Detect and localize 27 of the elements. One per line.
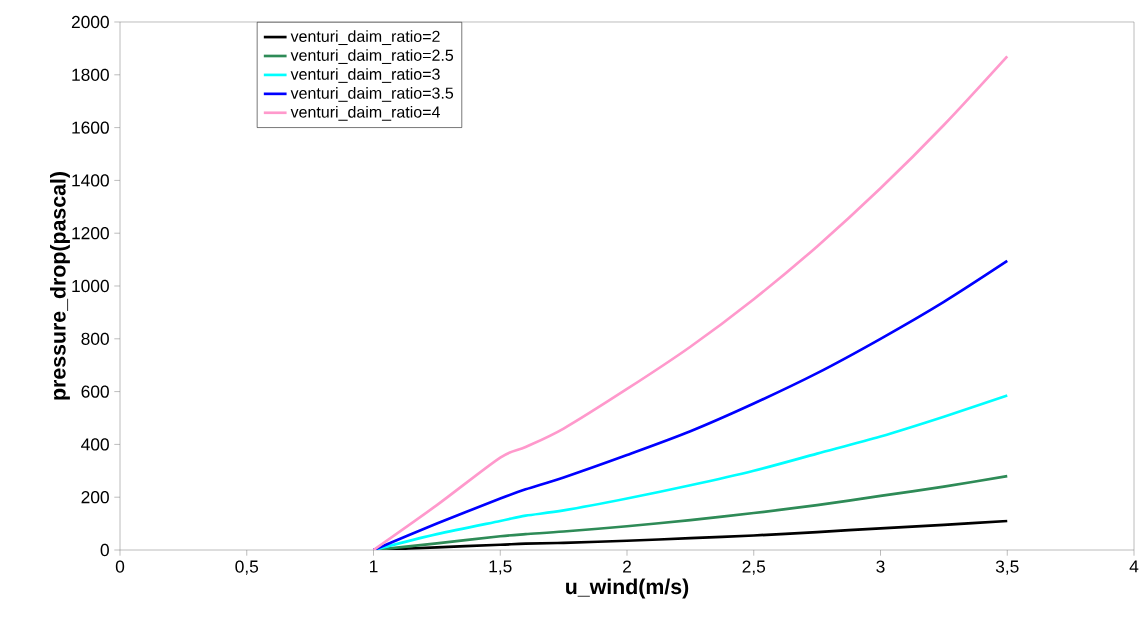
legend-label: venturi_daim_ratio=2 xyxy=(290,30,440,46)
y-tick-label: 1400 xyxy=(72,174,109,187)
x-tick-label: 4 xyxy=(1129,560,1139,573)
y-tick-label: 800 xyxy=(81,332,109,345)
y-tick-label: 200 xyxy=(81,491,109,504)
y-tick-label: 1000 xyxy=(72,279,109,293)
x-tick-label: 2 xyxy=(623,560,631,573)
y-tick-label: 0 xyxy=(100,543,109,557)
y-tick-label: 400 xyxy=(81,438,109,451)
x-tick-label: 2,5 xyxy=(742,560,766,575)
legend-label: venturi_daim_ratio=2.5 xyxy=(290,49,454,64)
x-tick-label: 3,5 xyxy=(995,560,1019,575)
x-tick-label: 1,5 xyxy=(489,560,512,575)
x-tick-label: 1 xyxy=(370,560,378,573)
y-tick-label: 2000 xyxy=(71,15,109,29)
y-axis-title: pressure_drop(pascal) xyxy=(50,172,70,400)
x-tick-label: 0,5 xyxy=(235,560,259,575)
y-tick-label: 1600 xyxy=(72,121,109,134)
x-tick-label: 0 xyxy=(115,560,125,573)
y-tick-label: 600 xyxy=(81,385,109,398)
legend-label: venturi_daim_ratio=3.5 xyxy=(290,87,454,102)
y-tick-label: 1200 xyxy=(72,227,109,240)
y-tick-label: 1800 xyxy=(72,68,109,81)
x-axis-title: u_wind(m/s) xyxy=(566,578,689,599)
legend-label: venturi_daim_ratio=4 xyxy=(290,105,440,121)
legend-label: venturi_daim_ratio=3 xyxy=(290,68,440,83)
x-tick-label: 3 xyxy=(876,560,885,573)
